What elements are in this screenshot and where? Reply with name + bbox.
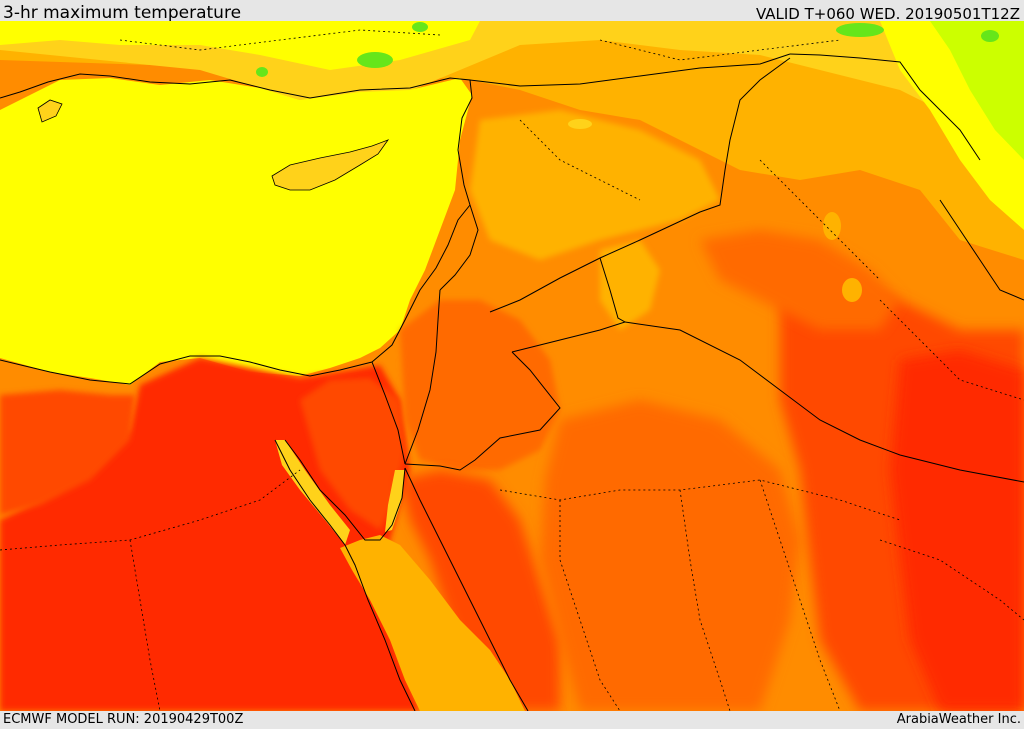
- temperature-zone-sinai-red: [300, 378, 405, 530]
- border-syria-iraq: [489, 57, 791, 313]
- temperature-zone-sw-dark: [0, 390, 135, 515]
- temperature-zone-green-patch-2: [256, 67, 268, 77]
- coast-gulf: [939, 199, 1024, 301]
- map-title: 3-hr maximum temperature: [3, 3, 242, 23]
- rhodes-island: [37, 99, 63, 123]
- coast-hijaz: [404, 467, 529, 711]
- province-border-10: [599, 39, 841, 61]
- credit-label: ArabiaWeather Inc.: [896, 712, 1021, 727]
- gulf-of-aqaba-zone: [385, 470, 405, 532]
- lake-razzaza: [842, 278, 862, 302]
- province-border-1: [0, 469, 301, 551]
- coast-gulf-suez-west: [274, 439, 416, 711]
- temperature-zone-iraq-red: [700, 230, 900, 330]
- province-border-9: [119, 29, 441, 51]
- province-border-4: [559, 500, 621, 711]
- footer-bar: ECMWF MODEL RUN: 20190429T00Z ArabiaWeat…: [0, 711, 1024, 729]
- coastlines: [0, 73, 1024, 711]
- province-borders: [0, 29, 1024, 711]
- coast-sinai-east: [284, 439, 406, 541]
- gulf-of-suez-zone: [275, 440, 350, 545]
- lake-tharthar: [823, 212, 841, 240]
- temperature-zone-green-patch-3: [412, 22, 428, 32]
- temperature-zone-east-red: [890, 350, 1024, 711]
- coast-egypt: [0, 355, 373, 385]
- province-border-2: [129, 539, 161, 711]
- border-egypt-israel: [371, 361, 406, 465]
- valid-time: VALID T+060 WED. 20190501T12Z: [755, 5, 1020, 23]
- cyprus-island: [271, 139, 390, 191]
- border-iraq-saudi: [624, 321, 1024, 483]
- country-borders: [371, 53, 1024, 483]
- province-border-11: [879, 299, 1024, 401]
- coast-turkey: [0, 73, 473, 206]
- temperature-zone-north-gold: [0, 21, 1024, 260]
- temperature-zone-green-patch-5: [836, 23, 884, 37]
- temperature-zone-syria-gold: [470, 110, 720, 260]
- temperature-zone-levant-orange: [400, 300, 560, 470]
- model-run-label: ECMWF MODEL RUN: 20190429T00Z: [3, 712, 244, 727]
- province-border-5: [679, 489, 731, 711]
- temperature-zone-green-patch-4: [981, 30, 999, 42]
- red-sea-zone: [340, 535, 525, 711]
- province-border-12: [879, 539, 1024, 621]
- header-bar: 3-hr maximum temperature VALID T+060 WED…: [0, 0, 1024, 23]
- temperature-zone-hijaz-red: [400, 470, 560, 711]
- temperature-map: [0, 21, 1024, 711]
- temperature-zone-ne-yellow-green: [930, 21, 1024, 160]
- lake-assad: [568, 119, 592, 129]
- border-turkey-syria: [469, 53, 791, 87]
- border-syria-lebanon: [439, 204, 479, 291]
- border-iraq-north: [789, 53, 981, 161]
- map-canvas: [0, 21, 1024, 711]
- border-jordan-saudi: [404, 351, 561, 471]
- coast-levant: [371, 204, 471, 363]
- province-border-6: [759, 479, 841, 711]
- temperature-zone-central-arabia: [540, 400, 800, 711]
- border-israel-jordan: [404, 289, 441, 465]
- province-border-8: [759, 159, 881, 281]
- temperature-zone-green-patch-1: [357, 52, 393, 68]
